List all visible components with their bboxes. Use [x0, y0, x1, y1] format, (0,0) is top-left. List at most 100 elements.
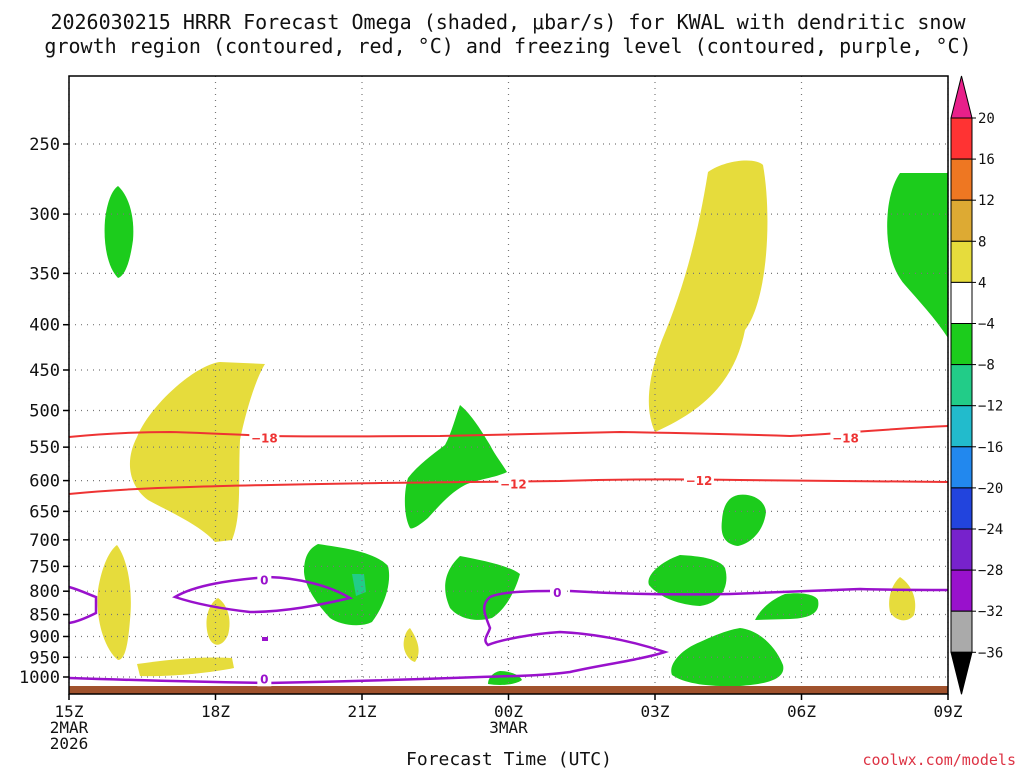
freezing-contour-label: 0: [260, 573, 268, 587]
colorbar: 20 16 12 8 4 −4 −8 −12 −16 −20 −24 −28 −32 −36: [950, 75, 1003, 695]
dgz-contour-label: −18: [251, 432, 278, 446]
contour-labels: −18 −18 −12 −12 0 0 0: [249, 430, 861, 687]
chart-title-line-2: growth region (contoured, red, °C) and f…: [44, 34, 971, 58]
colorbar-segment: [950, 446, 973, 489]
colorbar-segment: [950, 487, 973, 530]
freezing-contour-label-bg: [257, 671, 272, 687]
x-tick-label: 09Z: [934, 702, 963, 721]
colorbar-segment: [950, 569, 973, 612]
colorbar-arrow-top: [950, 75, 973, 119]
x-tick-label: 00Z: [494, 702, 523, 721]
y-tick-label: 450: [29, 361, 60, 381]
freezing-contour-label-bg: [550, 585, 565, 601]
colorbar-segment: [950, 364, 973, 407]
grid-lines: [68, 76, 949, 686]
omega-region-green-dark: [352, 574, 366, 596]
y-tick-label: 750: [29, 557, 60, 577]
omega-region-green: [671, 628, 784, 687]
dgz-contour-label: −12: [500, 477, 527, 491]
freezing-contour-dot: [262, 637, 268, 641]
y-tick-label: 700: [29, 531, 60, 551]
freezing-contour-zero: [68, 589, 670, 685]
omega-region-green: [887, 173, 948, 338]
y-axis-ticks: 2503003504004505005506006507007508008509…: [19, 135, 69, 688]
freezing-contour-zero: [68, 585, 98, 625]
omega-region-yellow: [889, 577, 916, 621]
colorbar-segment: [950, 281, 973, 324]
x-tick-label: 18Z: [201, 702, 230, 721]
omega-region-yellow: [648, 160, 768, 432]
y-tick-label: 800: [29, 582, 60, 602]
colorbar-segment: [950, 610, 973, 653]
dgz-contour-label-bg: [830, 430, 861, 446]
omega-region-green: [755, 593, 819, 620]
dgz-contours: [68, 425, 949, 495]
y-tick-label: 350: [29, 264, 60, 284]
freezing-contour-label: 0: [553, 586, 561, 600]
x-tick-label: 2026: [50, 734, 89, 753]
y-tick-label: 600: [29, 472, 60, 492]
colorbar-segment: [950, 528, 973, 571]
y-tick-label: 950: [29, 648, 60, 668]
credit-text: coolwx.com/models: [862, 751, 1016, 768]
y-tick-label: 550: [29, 438, 60, 458]
colorbar-label: 16: [978, 152, 995, 168]
freezing-contour-label: 0: [260, 672, 268, 686]
dgz-contour-minus-12: [68, 478, 949, 495]
dgz-contour-label: −18: [832, 432, 859, 446]
omega-region-yellow: [97, 545, 131, 660]
colorbar-segment: [950, 405, 973, 448]
y-tick-label: 1000: [19, 668, 60, 688]
omega-region-yellow: [129, 362, 265, 542]
colorbar-segment: [950, 199, 973, 242]
freezing-contours: [68, 575, 949, 685]
dgz-contour-label-bg: [498, 476, 529, 492]
freezing-contour-zero: [172, 575, 354, 614]
colorbar-segment: [950, 117, 973, 160]
dgz-contour-label-bg: [249, 430, 280, 446]
omega-region-green: [488, 671, 522, 685]
colorbar-label: −4: [978, 317, 995, 333]
freezing-contour-label-bg: [257, 572, 272, 588]
omega-region-yellow: [206, 598, 230, 645]
colorbar-segment: [950, 240, 973, 283]
omega-region-green: [304, 544, 390, 626]
y-tick-label: 500: [29, 402, 60, 422]
colorbar-label: 20: [978, 111, 995, 127]
omega-region-yellow: [137, 657, 234, 677]
omega-region-green: [721, 494, 766, 546]
y-tick-label: 650: [29, 502, 60, 522]
dgz-contour-label: −12: [686, 474, 713, 488]
colorbar-label: −36: [978, 645, 1003, 661]
y-tick-label: 300: [29, 205, 60, 225]
colorbar-segment: [950, 323, 973, 366]
colorbar-label: 8: [978, 234, 986, 250]
x-tick-label: 06Z: [787, 702, 816, 721]
freezing-contour-zero: [569, 587, 949, 596]
colorbar-label: −24: [978, 522, 1003, 538]
x-tick-label: 21Z: [348, 702, 377, 721]
y-tick-label: 900: [29, 627, 60, 647]
x-tick-label: 03Z: [641, 702, 670, 721]
y-tick-label: 850: [29, 606, 60, 626]
colorbar-label: 4: [978, 275, 986, 291]
x-tick-label: 3MAR: [489, 718, 528, 737]
omega-region-green: [404, 405, 507, 529]
omega-region-green: [104, 186, 134, 278]
dgz-contour-minus-18: [68, 425, 949, 438]
colorbar-label: 12: [978, 193, 995, 209]
colorbar-arrow-bottom: [950, 651, 973, 695]
omega-region-yellow: [403, 628, 419, 662]
omega-shading: [97, 160, 948, 687]
colorbar-label: −20: [978, 481, 1003, 497]
ground-surface: [69, 686, 948, 694]
colorbar-label: −16: [978, 440, 1003, 456]
omega-region-green: [445, 556, 520, 620]
colorbar-label: −12: [978, 399, 1003, 415]
colorbar-label: −8: [978, 358, 995, 374]
colorbar-label: −28: [978, 563, 1003, 579]
y-tick-label: 250: [29, 135, 60, 155]
chart-title-line-1: 2026030215 HRRR Forecast Omega (shaded, …: [50, 10, 966, 34]
